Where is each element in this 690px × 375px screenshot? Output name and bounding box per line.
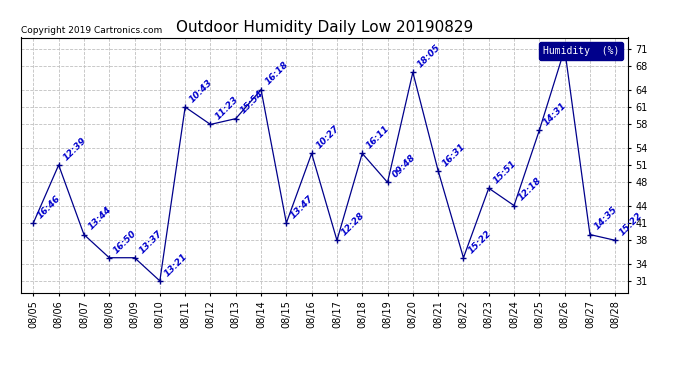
Text: 09:48: 09:48 xyxy=(391,153,417,180)
Text: 15:54: 15:54 xyxy=(239,89,265,116)
Text: 10:43: 10:43 xyxy=(188,78,215,104)
Text: 13:21: 13:21 xyxy=(163,252,189,278)
Text: 15:51: 15:51 xyxy=(491,159,518,185)
Legend: Humidity  (%): Humidity (%) xyxy=(539,42,623,60)
Text: 18:05: 18:05 xyxy=(415,43,442,69)
Text: 10:27: 10:27 xyxy=(315,124,341,151)
Text: 13:47: 13:47 xyxy=(289,194,316,220)
Text: 16:50: 16:50 xyxy=(112,228,139,255)
Text: 15:22: 15:22 xyxy=(466,228,493,255)
Text: 14:31: 14:31 xyxy=(542,101,569,128)
Text: 12:18: 12:18 xyxy=(517,176,544,203)
Text: Copyright 2019 Cartronics.com: Copyright 2019 Cartronics.com xyxy=(21,26,162,35)
Text: 16:11: 16:11 xyxy=(365,124,392,151)
Text: 11:23: 11:23 xyxy=(213,95,240,122)
Text: 13:37: 13:37 xyxy=(137,228,164,255)
Text: 16:31: 16:31 xyxy=(441,141,468,168)
Text: 15:22: 15:22 xyxy=(618,211,644,238)
Text: 16:18: 16:18 xyxy=(264,60,290,87)
Text: 16:46: 16:46 xyxy=(36,194,63,220)
Text: 13:44: 13:44 xyxy=(87,205,113,232)
Title: Outdoor Humidity Daily Low 20190829: Outdoor Humidity Daily Low 20190829 xyxy=(176,20,473,35)
Text: 12:39: 12:39 xyxy=(61,136,88,162)
Text: 14:35: 14:35 xyxy=(593,205,620,232)
Text: 12:28: 12:28 xyxy=(339,211,366,238)
